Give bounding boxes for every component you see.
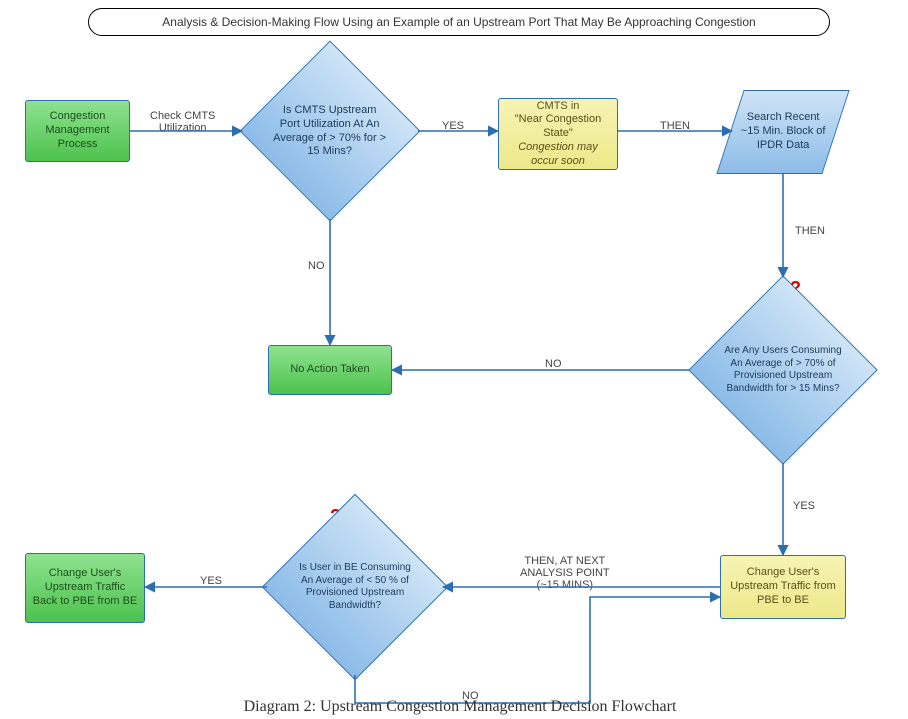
node-search-ipdr: Search Recent ~15 Min. Block of IPDR Dat… bbox=[716, 90, 849, 174]
node-text: Search Recent ~15 Min. Block of IPDR Dat… bbox=[737, 111, 829, 152]
node-near-congestion-state: CMTS in"Near CongestionState"Congestion … bbox=[498, 98, 618, 170]
node-no-action: No Action Taken bbox=[268, 345, 392, 395]
node-text: Is CMTS Upstream Port Utilization At An … bbox=[273, 104, 387, 159]
node-start: Congestion Management Process bbox=[25, 100, 130, 162]
flowchart-canvas: Analysis & Decision-Making Flow Using an… bbox=[0, 0, 908, 719]
edge-label-then-2: THEN bbox=[795, 225, 825, 237]
node-change-pbe-to-be: Change User's Upstream Traffic from PBE … bbox=[720, 555, 846, 619]
diagram-title: Analysis & Decision-Making Flow Using an… bbox=[88, 8, 830, 36]
edge-label-no-1: NO bbox=[308, 260, 325, 272]
node-text: Is User in BE Consuming An Average of < … bbox=[296, 562, 414, 612]
edge-label-no-2: NO bbox=[545, 358, 562, 370]
node-text: CMTS in"Near CongestionState"Congestion … bbox=[515, 100, 601, 169]
edge-label-yes-1: YES bbox=[442, 120, 464, 132]
node-change-back-to-pbe: Change User's Upstream Traffic Back to P… bbox=[25, 553, 145, 623]
node-text: Are Any Users Consuming An Average of > … bbox=[723, 345, 843, 395]
edge-label-then-1: THEN bbox=[660, 120, 690, 132]
edge-label-yes-3: YES bbox=[200, 575, 222, 587]
diagram-caption: Diagram 2: Upstream Congestion Managemen… bbox=[180, 698, 740, 716]
node-decision-cmts-utilization: Is CMTS Upstream Port Utilization At An … bbox=[239, 40, 420, 221]
node-decision-user-below-50: Is User in BE Consuming An Average of < … bbox=[262, 494, 449, 681]
edge-label-check-cmts: Check CMTS Utilization bbox=[150, 110, 215, 134]
edge-label-then-analysis: THEN, AT NEXT ANALYSIS POINT (~15 MINS) bbox=[520, 555, 610, 591]
node-decision-user-consumption: Are Any Users Consuming An Average of > … bbox=[688, 275, 878, 465]
edge-label-yes-2: YES bbox=[793, 500, 815, 512]
